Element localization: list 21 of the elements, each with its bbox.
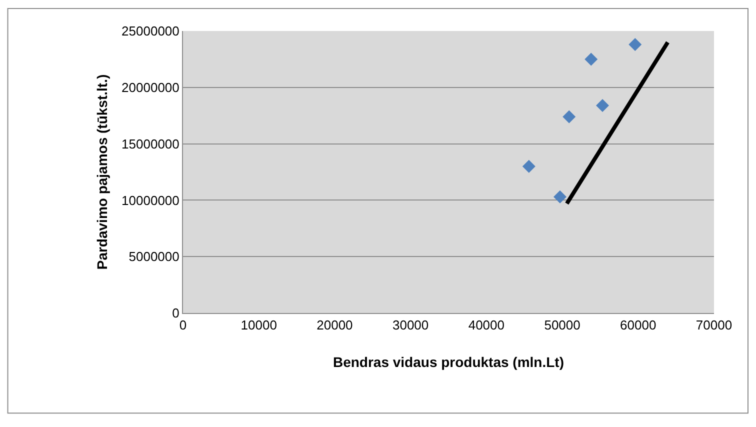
x-tick-label: 30000 (392, 318, 429, 333)
x-axis-title: Bendras vidaus produktas (mln.Lt) (332, 354, 564, 370)
x-tick-label: 60000 (620, 318, 656, 333)
point (596, 98, 609, 112)
y-tick-label: 20000000 (122, 80, 180, 95)
y-tick-label: 15000000 (122, 136, 180, 152)
x-tick-label: 20000 (316, 318, 353, 333)
point (562, 110, 576, 124)
y-tick-label: 10000000 (122, 192, 180, 208)
y-tick-label: 25000000 (122, 24, 180, 39)
x-tick-label: 50000 (544, 318, 580, 333)
y-tick-label: 5000000 (128, 249, 180, 264)
x-tick-label: 40000 (468, 318, 505, 333)
y-axis-title: Pardavimo pajamos (tūkst.lt.) (94, 74, 110, 270)
point (584, 52, 598, 66)
point (554, 190, 567, 204)
y-tick-label: 0 (172, 306, 180, 321)
x-tick-label: 10000 (240, 318, 277, 333)
point (522, 160, 536, 173)
point (628, 38, 642, 52)
x-tick-label: 70000 (696, 318, 732, 333)
